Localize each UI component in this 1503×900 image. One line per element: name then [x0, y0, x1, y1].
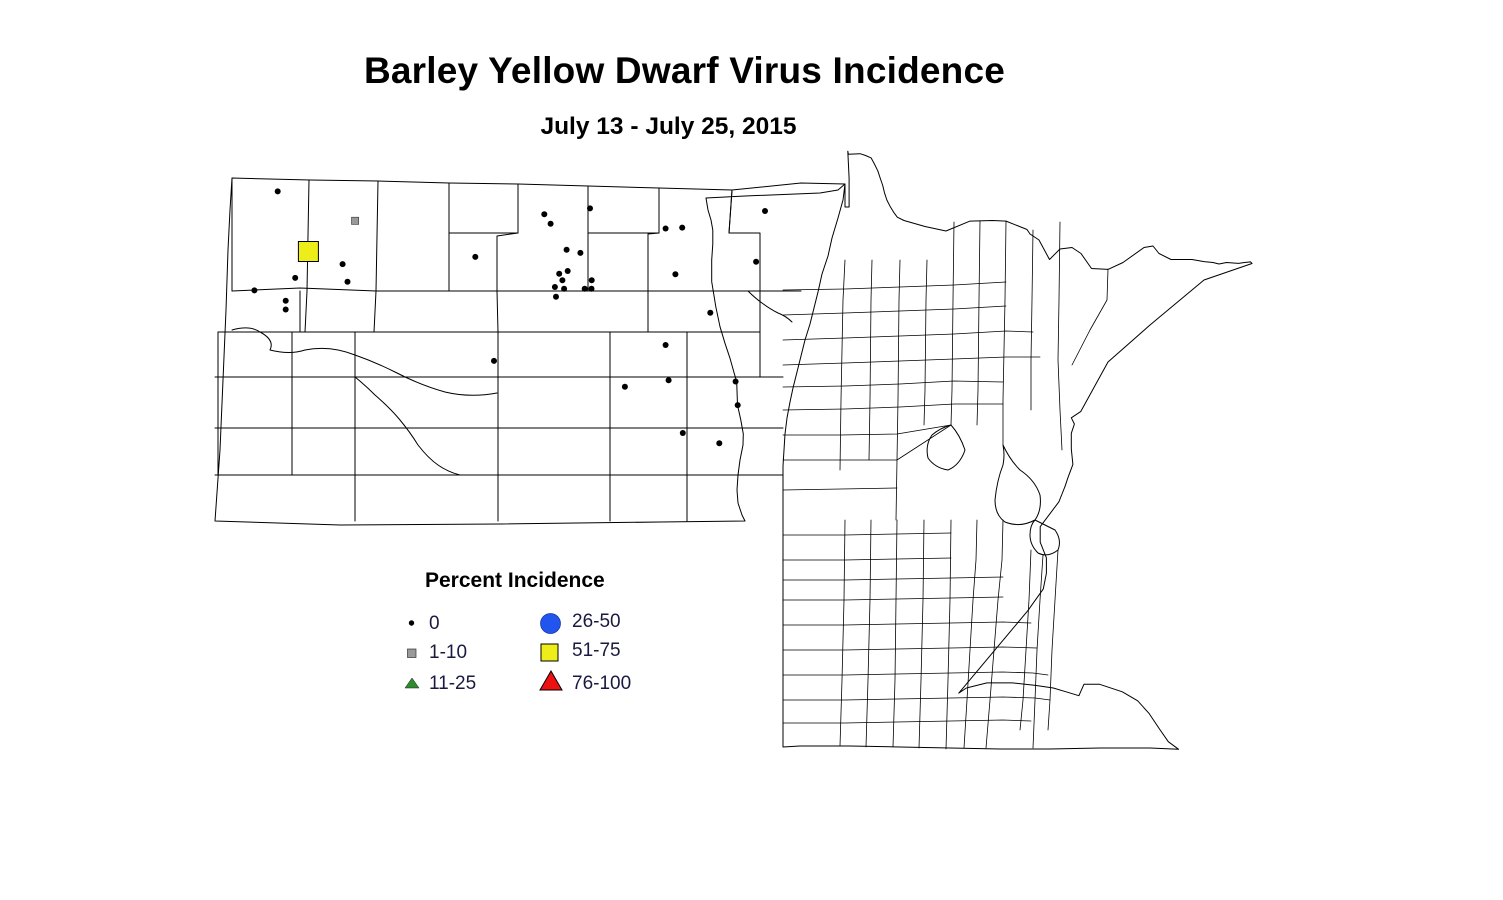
svg-text:76-100: 76-100	[572, 673, 631, 694]
svg-text:26-50: 26-50	[572, 611, 621, 632]
svg-text:0: 0	[429, 613, 440, 634]
svg-text:1-10: 1-10	[429, 642, 467, 663]
svg-text:51-75: 51-75	[572, 640, 621, 661]
svg-text:Percent Incidence: Percent Incidence	[425, 569, 605, 592]
svg-text:11-25: 11-25	[429, 673, 476, 694]
